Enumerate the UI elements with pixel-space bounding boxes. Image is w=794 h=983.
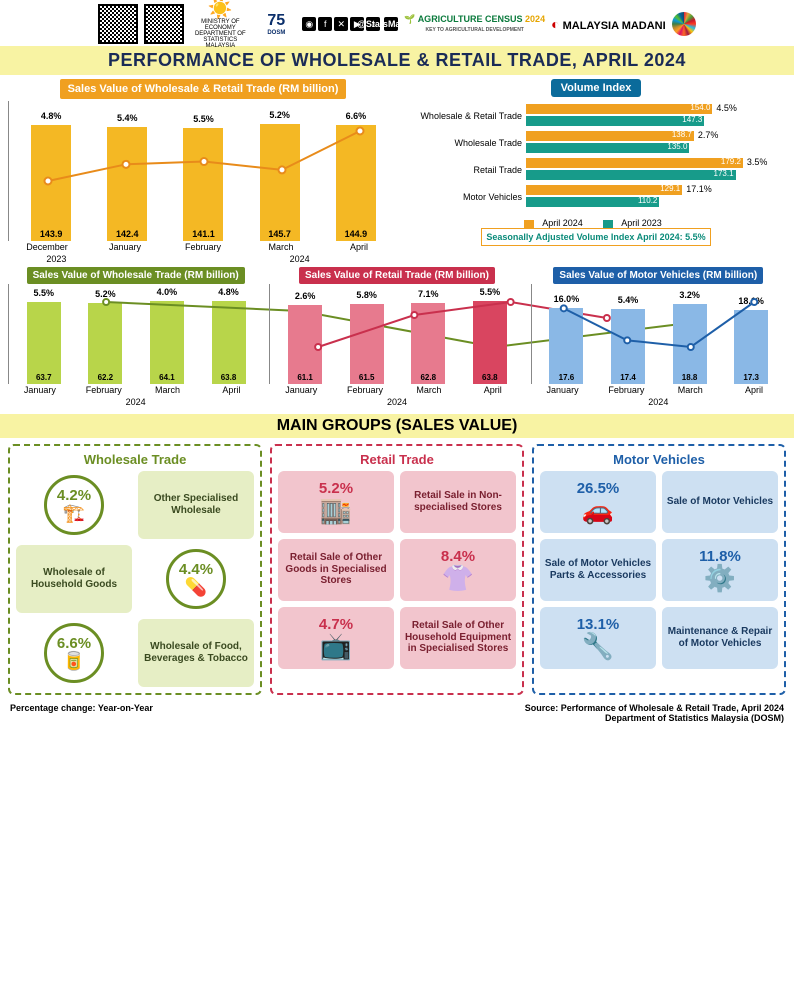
volume-legend: April 2024 April 2023 Seasonally Adjuste…: [406, 218, 786, 246]
mid-chart-0: Sales Value of Wholesale Trade (RM billi…: [8, 267, 263, 408]
footer-left: Percentage change: Year-on-Year: [10, 703, 153, 723]
volume-index-chart: Volume Index Wholesale & Retail Trade 15…: [406, 79, 786, 265]
group-wholesale-trade: Wholesale Trade 4.2% 🏗️ Other Specialise…: [8, 444, 262, 695]
group-text-cell: Sale of Motor Vehicles Parts & Accessori…: [540, 539, 656, 601]
volume-row: Retail Trade 179.2 3.5% 173.1: [406, 158, 786, 182]
volume-row: Wholesale Trade 138.7 2.7% 135.0: [406, 131, 786, 155]
group-text-cell: Maintenance & Repair of Motor Vehicles: [662, 607, 778, 669]
instagram-icon: ◉: [302, 17, 316, 31]
group-text-cell: Wholesale of Household Goods: [16, 545, 132, 613]
bar: 6.6% 144.9: [331, 125, 381, 241]
ag-census-logo: 🌱 AGRICULTURE CENSUS 2024KEY TO AGRICULT…: [404, 15, 545, 33]
volume-row: Motor Vehicles 129.1 17.1% 110.2: [406, 185, 786, 209]
mid-chart-1: Sales Value of Retail Trade (RM billion)…: [269, 267, 524, 408]
madani-logo: ◐ MALAYSIA MADANI: [551, 16, 666, 32]
group-icon-cell: 6.6% 🥫: [16, 619, 132, 687]
group-motor-vehicles: Motor Vehicles 26.5% 🚗Sale of Motor Vehi…: [532, 444, 786, 695]
group-text-cell: Retail Sale in Non-specialised Stores: [400, 471, 516, 533]
ministry-crest: ☀️ MINISTRY OF ECONOMY DEPARTMENT OF STA…: [190, 4, 250, 44]
group-text-cell: Retail Sale of Other Goods in Specialise…: [278, 539, 394, 601]
x-icon: ✕: [334, 17, 348, 31]
footer: Percentage change: Year-on-Year Source: …: [0, 701, 794, 729]
bar: 5.4% 142.4: [102, 127, 152, 241]
group-icon-cell: 8.4% 👚: [400, 539, 516, 601]
page-title: PERFORMANCE OF WHOLESALE & RETAIL TRADE,…: [0, 46, 794, 75]
volume-row: Wholesale & Retail Trade 154.0 4.5% 147.…: [406, 104, 786, 128]
sales-main-title: Sales Value of Wholesale & Retail Trade …: [60, 79, 347, 99]
group-text-cell: Sale of Motor Vehicles: [662, 471, 778, 533]
volume-title: Volume Index: [551, 79, 642, 97]
bar: 5.5% 141.1: [178, 128, 228, 241]
mid-chart-2: Sales Value of Motor Vehicles (RM billio…: [531, 267, 786, 408]
group-icon-cell: 4.7% 📺: [278, 607, 394, 669]
qr-code-2: [144, 4, 184, 44]
facebook-icon: f: [318, 17, 332, 31]
group-icon-cell: 4.2% 🏗️: [16, 471, 132, 539]
group-icon-cell: 4.4% 💊: [138, 545, 254, 613]
main-groups-title: MAIN GROUPS (SALES VALUE): [0, 414, 794, 438]
group-text-cell: Retail Sale of Other Household Equipment…: [400, 607, 516, 669]
social-handle: @StatsMalaysia: [384, 17, 398, 31]
group-icon-cell: 13.1% 🔧: [540, 607, 656, 669]
dosm-75-logo: 75DOSM: [256, 4, 296, 44]
bar: 5.2% 145.7: [255, 124, 305, 241]
group-text-cell: Wholesale of Food, Beverages & Tobacco: [138, 619, 254, 687]
bar: 4.8% 143.9: [26, 125, 76, 241]
sales-main-chart: Sales Value of Wholesale & Retail Trade …: [8, 79, 398, 265]
group-icon-cell: 5.2% 🏬: [278, 471, 394, 533]
group-icon-cell: 11.8% ⚙️: [662, 539, 778, 601]
sdg-wheel-icon: [672, 12, 696, 36]
group-icon-cell: 26.5% 🚗: [540, 471, 656, 533]
group-text-cell: Other Specialised Wholesale: [138, 471, 254, 539]
group-retail-trade: Retail Trade 5.2% 🏬Retail Sale in Non-sp…: [270, 444, 524, 695]
social-icons: ◉ f ✕ ▶ ♪ @StatsMalaysia: [302, 17, 398, 31]
qr-code-1: [98, 4, 138, 44]
footer-source: Source: Performance of Wholesale & Retai…: [525, 703, 784, 723]
header-logos: ☀️ MINISTRY OF ECONOMY DEPARTMENT OF STA…: [0, 0, 794, 46]
seasonally-adjusted-box: Seasonally Adjusted Volume Index April 2…: [481, 228, 710, 246]
